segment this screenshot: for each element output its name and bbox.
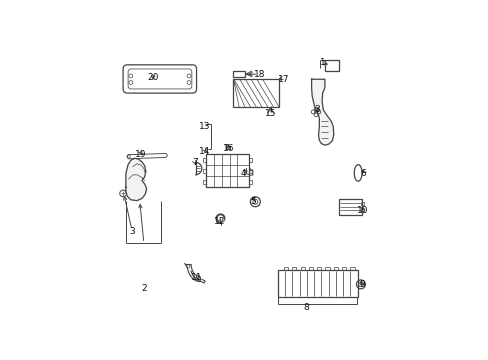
Text: 8: 8 xyxy=(303,303,308,312)
Text: 16: 16 xyxy=(222,144,234,153)
Text: 3: 3 xyxy=(129,227,135,236)
Text: 19: 19 xyxy=(135,150,146,158)
Text: 10: 10 xyxy=(356,206,368,215)
Text: 18: 18 xyxy=(253,70,264,79)
Text: 5: 5 xyxy=(250,197,256,206)
Text: 14: 14 xyxy=(199,147,210,156)
Text: 7: 7 xyxy=(191,158,197,167)
Text: 11: 11 xyxy=(190,273,202,282)
Text: 20: 20 xyxy=(147,72,159,81)
Text: 1: 1 xyxy=(319,58,325,67)
Text: 2: 2 xyxy=(141,284,146,293)
Text: 9: 9 xyxy=(359,280,364,289)
Text: 6: 6 xyxy=(360,169,366,178)
Text: 17: 17 xyxy=(277,75,288,84)
Text: 13: 13 xyxy=(199,122,210,131)
Text: 4: 4 xyxy=(241,169,246,178)
Text: 15: 15 xyxy=(264,109,276,118)
Text: 12: 12 xyxy=(213,217,225,226)
Text: 3: 3 xyxy=(314,105,319,114)
Polygon shape xyxy=(311,79,333,145)
Polygon shape xyxy=(125,158,146,201)
